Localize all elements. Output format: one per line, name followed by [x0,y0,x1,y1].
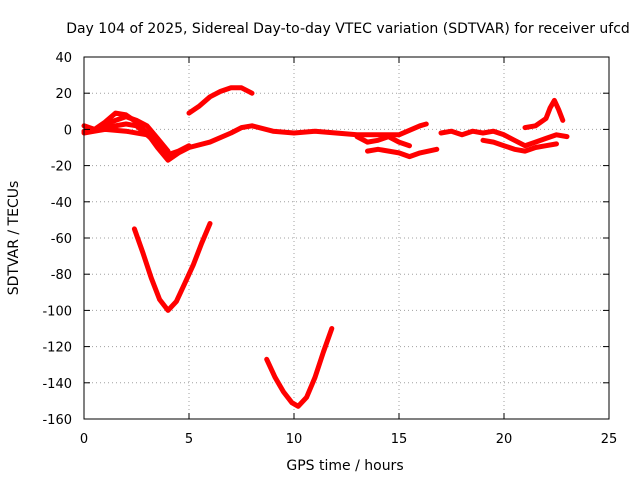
x-tick-label: 5 [185,432,193,447]
y-tick-label: -140 [42,377,72,392]
series-arc-1 [81,110,429,163]
series-arc-6 [131,221,213,313]
x-tick-label: 25 [601,432,618,447]
y-tick-label: -120 [42,341,72,356]
x-tick-label: 15 [391,432,408,447]
series-arc-12 [522,97,566,131]
series-arc-9 [365,146,440,160]
axis-ticks: 0 5 10 15 20 25 -160 -140 -120 -100 -80 -60 -40 -20 0 2… [42,51,617,447]
chart-title: Day 104 of 2025, Sidereal Day-to-day VTE… [66,21,630,37]
y-tick-label: -100 [42,304,72,319]
y-tick-label: -80 [51,268,72,283]
y-tick-label: 40 [55,51,72,66]
x-axis-label: GPS time / hours [286,458,403,474]
x-tick-label: 10 [286,432,303,447]
y-tick-label: 20 [55,87,72,102]
series-arc-10 [438,128,570,149]
x-tick-label: 0 [80,432,88,447]
series-arc-11 [480,137,559,154]
grid-lines [84,57,609,419]
series-arc-5 [186,85,255,116]
y-tick-label: -60 [51,232,72,247]
y-tick-label: -160 [42,413,72,428]
series-arc-4 [81,126,160,143]
x-tick-label: 20 [496,432,513,447]
series-arc-7 [264,326,335,409]
plot-frame [83,56,610,420]
series-arc-8 [354,134,412,149]
y-axis-label: SDTVAR / TECUs [6,181,22,296]
y-tick-label: 0 [64,123,72,138]
y-tick-label: -40 [51,196,72,211]
y-tick-label: -20 [51,160,72,175]
data-series [81,85,570,409]
